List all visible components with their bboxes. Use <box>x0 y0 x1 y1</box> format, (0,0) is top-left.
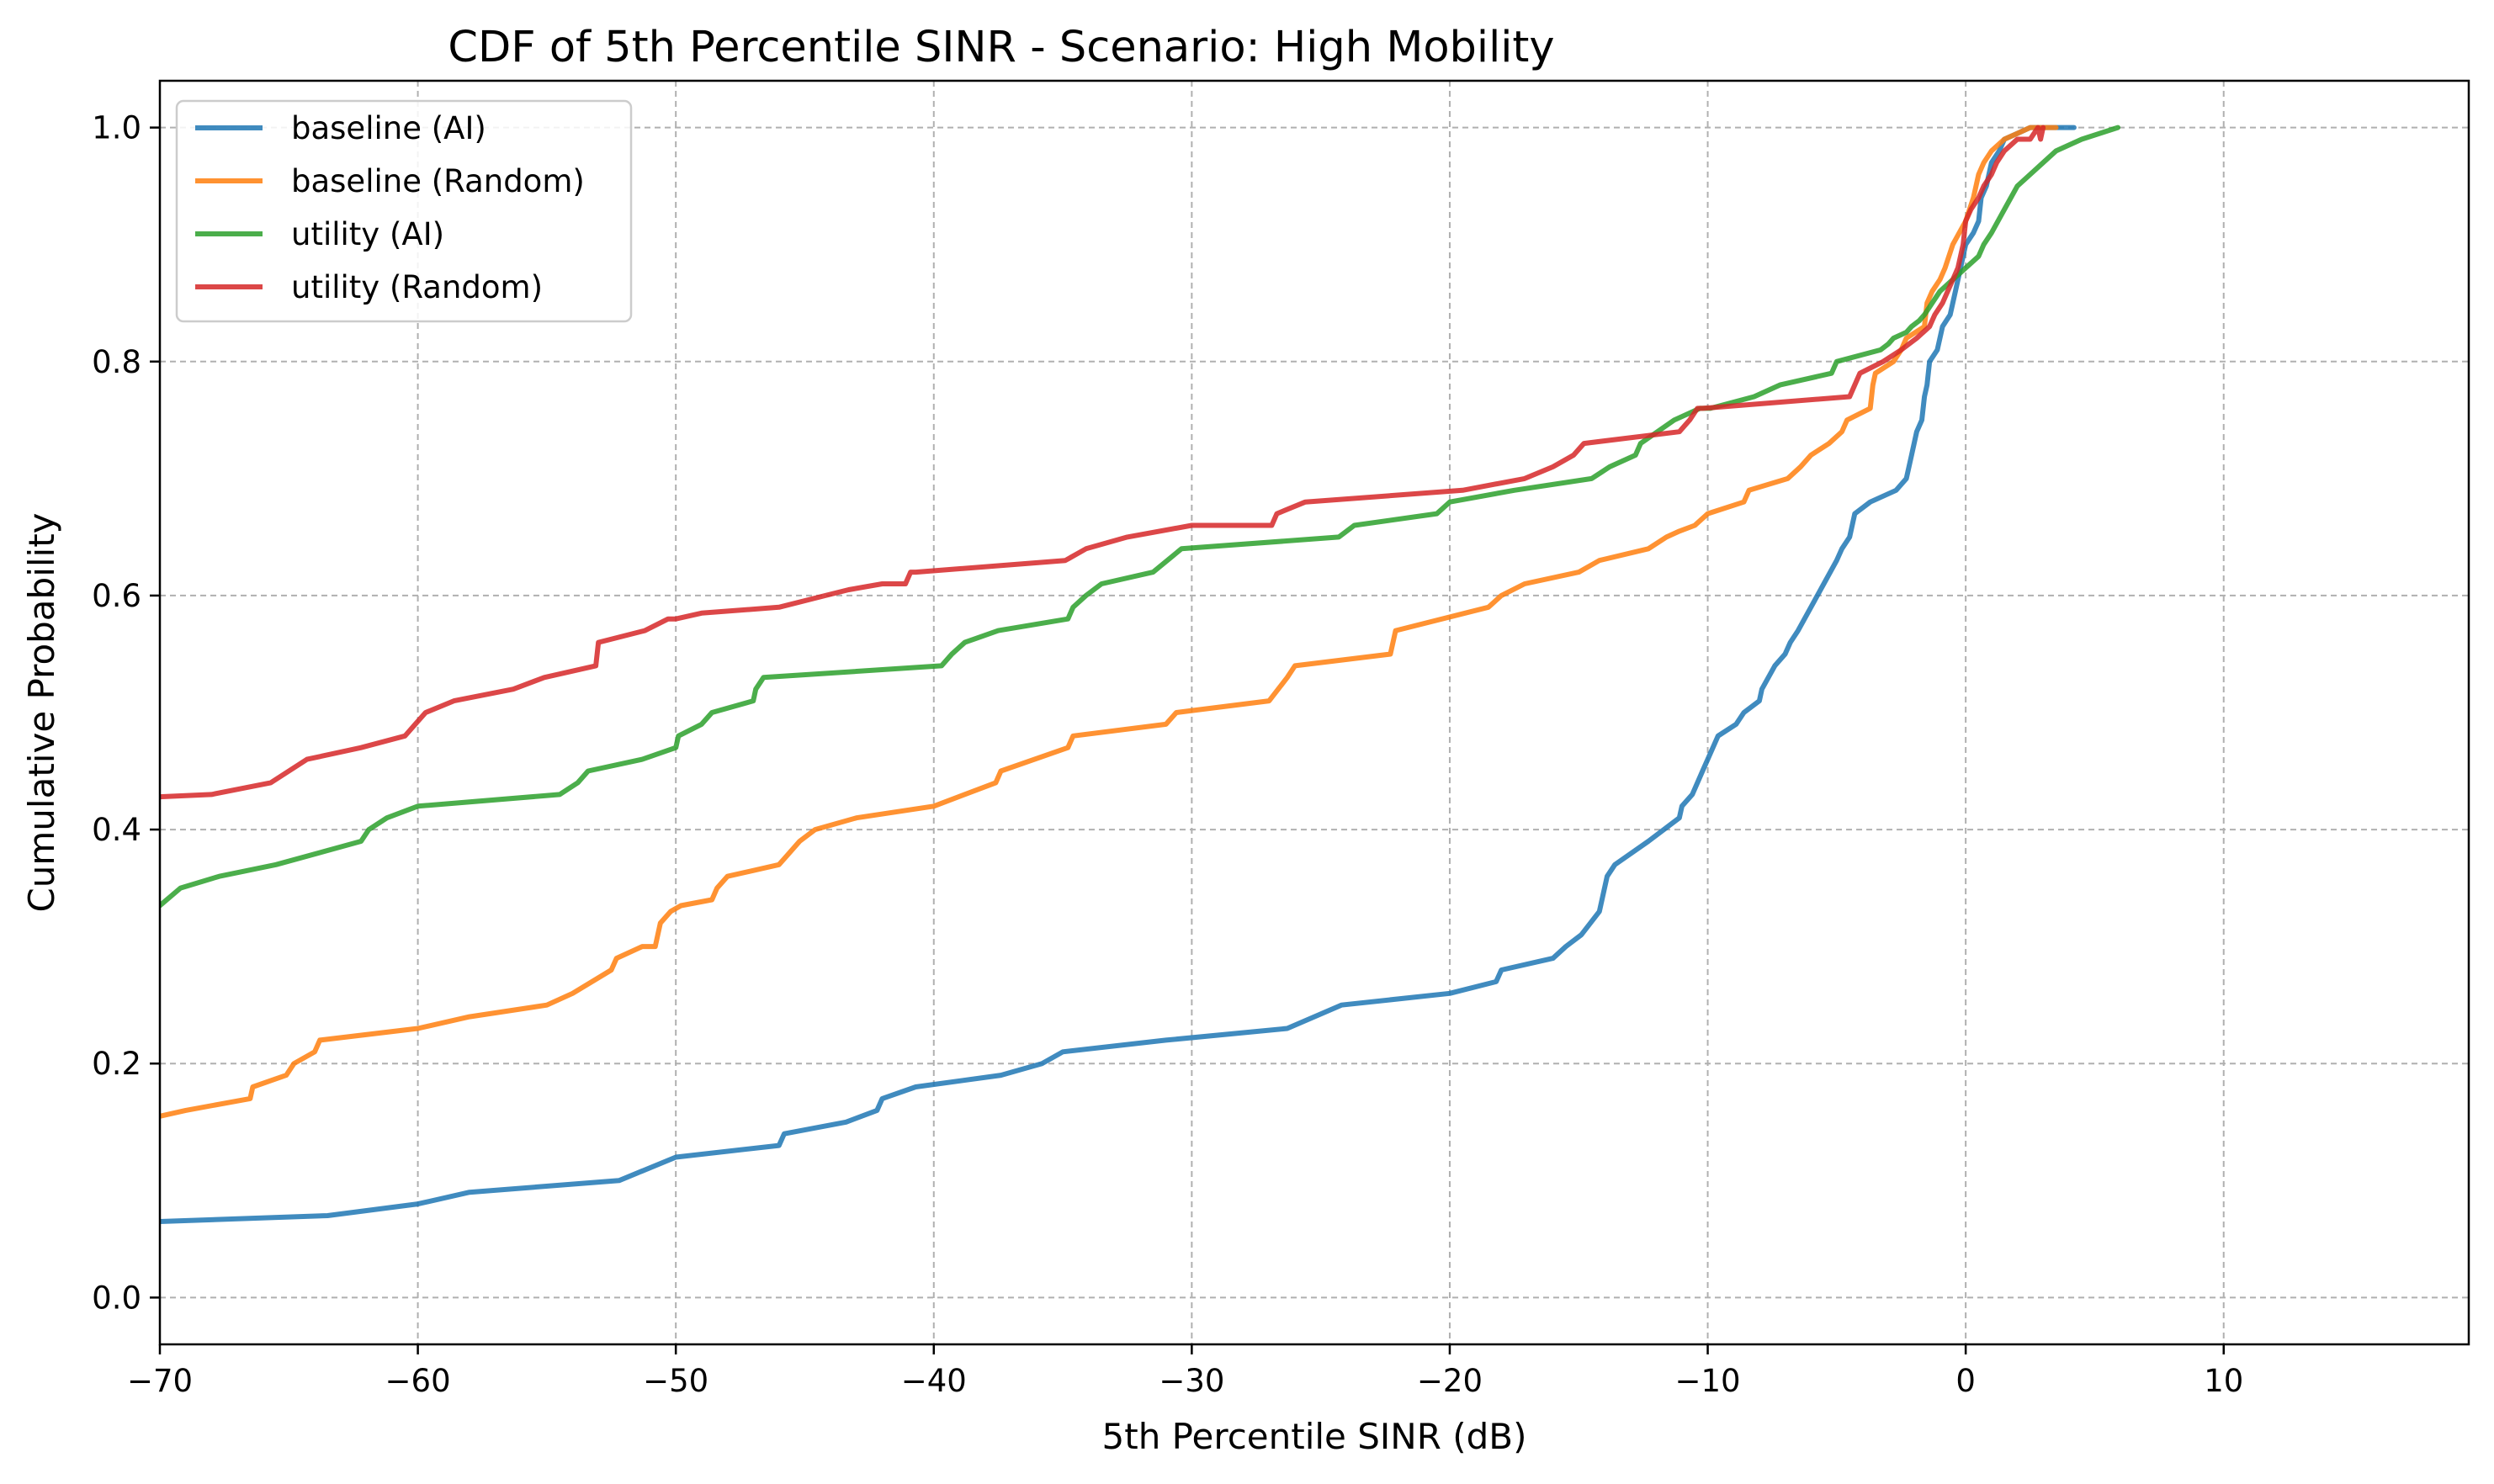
x-tick-label: −20 <box>1417 1363 1483 1399</box>
legend-label-utility-random: utility (Random) <box>291 269 543 305</box>
y-tick-label: 0.4 <box>92 812 141 848</box>
x-tick-label: 0 <box>1955 1363 1976 1399</box>
legend: baseline (AI) baseline (Random) utility (A… <box>175 99 633 323</box>
legend-label-baseline-ai: baseline (AI) <box>291 110 486 146</box>
chart-title: CDF of 5th Percentile SINR - Scenario: H… <box>448 23 1554 72</box>
y-tick-label: 0.6 <box>92 578 141 614</box>
series-lines <box>160 125 2120 1224</box>
legend-box <box>175 99 633 323</box>
x-tick-label: −50 <box>643 1363 708 1399</box>
y-tick-label: 0.8 <box>92 344 141 380</box>
x-tick-label: −40 <box>901 1363 967 1399</box>
axis-ticks: −70 −60 −50 −40 −30 −20 −10 0 10 0.0 0.2 0.4 0.6 0.8 1… <box>92 110 2243 1399</box>
legend-label-utility-ai: utility (AI) <box>291 216 444 252</box>
series-line-utility-random <box>160 125 2046 800</box>
y-tick-label: 0.2 <box>92 1046 141 1082</box>
x-tick-label: −10 <box>1675 1363 1741 1399</box>
x-tick-label: −70 <box>127 1363 193 1399</box>
y-tick-label: 0.0 <box>92 1280 141 1316</box>
x-axis-label: 5th Percentile SINR (dB) <box>1102 1416 1527 1457</box>
x-tick-label: −60 <box>385 1363 451 1399</box>
legend-label-baseline-random: baseline (Random) <box>291 163 585 199</box>
series-line-baseline-random <box>160 125 2059 1119</box>
y-axis-label: Cumulative Probability <box>21 512 62 912</box>
x-tick-label: −30 <box>1159 1363 1224 1399</box>
y-tick-label: 1.0 <box>92 110 141 146</box>
plot-frame <box>158 79 2470 1346</box>
x-tick-label: 10 <box>2204 1363 2243 1399</box>
